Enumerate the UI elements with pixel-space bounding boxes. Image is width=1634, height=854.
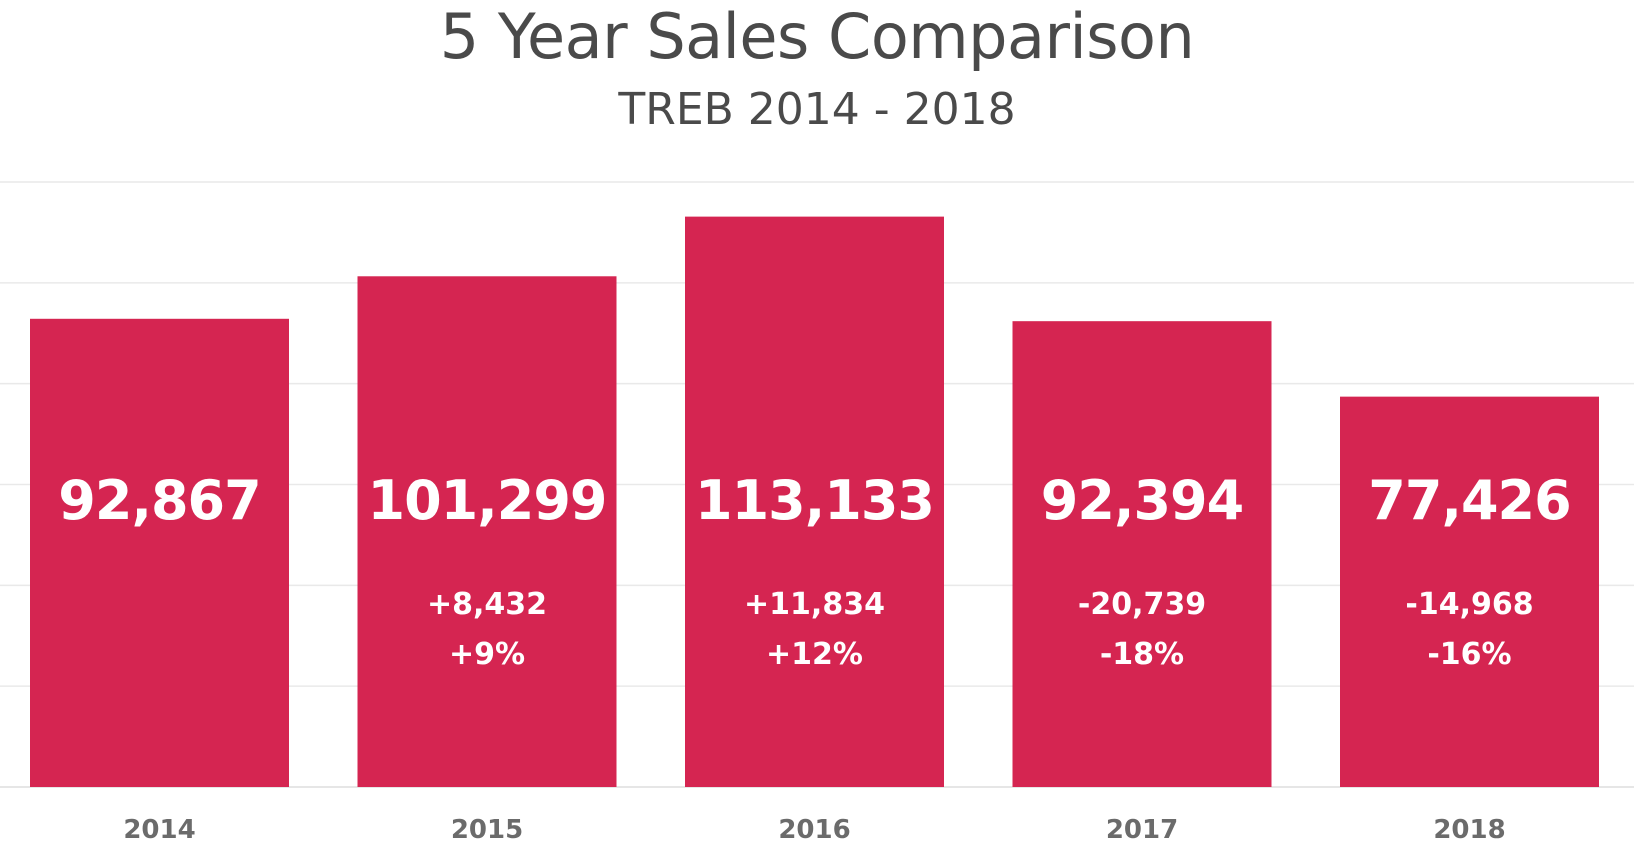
bar-change-label: +11,834 — [744, 587, 885, 622]
bar-value-label: 113,133 — [695, 469, 934, 532]
bar-change-label: -14,968 — [1405, 587, 1533, 622]
x-tick-label: 2015 — [451, 815, 523, 845]
x-axis: 2014 2015 2016 2017 2018 — [123, 815, 1505, 845]
bar-percent-label: -18% — [1100, 637, 1184, 672]
x-tick-label: 2018 — [1433, 815, 1505, 845]
bar-value-label: 92,867 — [58, 469, 260, 532]
chart-title: 5 Year Sales Comparison — [439, 0, 1195, 73]
bar — [30, 318, 289, 787]
bar-change-label: -20,739 — [1078, 587, 1206, 622]
bar-percent-label: -16% — [1427, 637, 1511, 672]
x-tick-label: 2014 — [123, 815, 195, 845]
bar-change-label: +8,432 — [427, 587, 547, 622]
bar-value-label: 77,426 — [1368, 469, 1570, 532]
bar — [685, 216, 944, 788]
bar — [357, 276, 617, 787]
bar-percent-label: +12% — [766, 637, 863, 672]
bar-percent-label: +9% — [449, 637, 525, 672]
x-tick-label: 2016 — [778, 815, 850, 845]
bar-labels: 92,867 101,299 +8,432 +9% 113,133 +11,834 +12%… — [58, 469, 1571, 672]
x-tick-label: 2017 — [1106, 815, 1178, 845]
bar-value-label: 101,299 — [368, 469, 607, 532]
bar — [1012, 321, 1272, 787]
chart-subtitle: TREB 2014 - 2018 — [618, 84, 1016, 135]
bars — [30, 216, 1599, 788]
bar-value-label: 92,394 — [1041, 469, 1243, 532]
bar — [1340, 396, 1599, 787]
